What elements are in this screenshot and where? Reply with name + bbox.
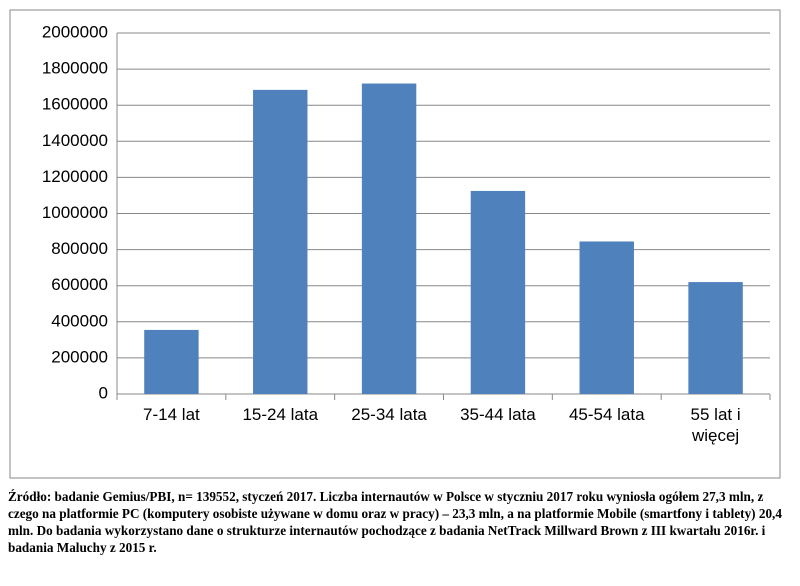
x-tick-label: 35-44 lata [460,405,536,424]
bar [253,89,308,395]
y-tick-label: 600000 [51,275,108,294]
bar [688,282,743,394]
y-tick-label: 1800000 [42,59,108,78]
bar [470,190,526,394]
y-tick-label: 1600000 [42,95,108,114]
y-tick-label: 1400000 [42,131,108,150]
chart-frame [9,9,781,479]
y-tick-label: 800000 [51,239,108,258]
x-tick-label: 25-34 lata [351,405,427,424]
caption: Źródło: badanie Gemius/PBI, n= 139552, s… [8,489,782,555]
y-tick-label: 1000000 [42,203,108,222]
y-tick-label: 200000 [51,347,108,366]
bar [579,241,634,394]
x-tick-label: 45-54 lata [568,405,645,424]
y-tick-label: 2000000 [42,22,108,41]
y-tick-label: 0 [99,383,108,402]
bar [361,83,417,394]
y-tick-label: 400000 [51,311,108,330]
bar [144,329,199,394]
chart: 0 200000 400000 600000 800000 1000000 1200000 1… [9,9,781,479]
x-tick-label: 7-14 lat [143,405,200,424]
y-tick-label: 1200000 [42,167,108,186]
x-tick-label: 15-24 lata [242,405,319,424]
x-tick-label: 55 lat i więcej [690,405,741,445]
